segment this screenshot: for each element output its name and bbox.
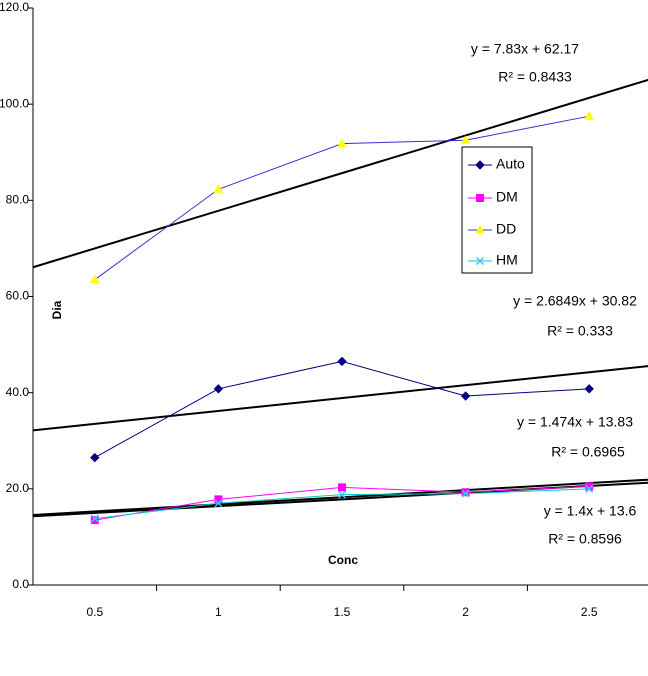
y-tick-label: 120.0 — [0, 0, 29, 14]
trend-r2: R² = 0.8596 — [548, 531, 622, 547]
legend-entry: DM — [468, 189, 518, 205]
x-tick-label: 1.5 — [334, 605, 351, 619]
marker — [475, 160, 485, 170]
y-tick-label: 60.0 — [6, 289, 30, 303]
marker — [461, 489, 470, 498]
marker — [90, 452, 100, 463]
legend-label: DD — [496, 221, 516, 237]
marker — [337, 490, 347, 499]
legend-entry: DD — [468, 221, 516, 237]
trendline — [32, 478, 648, 516]
y-tick-label: 40.0 — [6, 385, 30, 399]
x-axis-label: Conc — [328, 553, 358, 567]
legend-entry: HM — [468, 252, 518, 268]
x-tick-label: 2 — [462, 605, 469, 619]
legend-label: DM — [496, 189, 518, 205]
y-tick-label: 20.0 — [6, 481, 30, 495]
marker — [460, 135, 471, 144]
trend-equation: y = 1.4x + 13.6 — [544, 503, 637, 519]
marker — [213, 184, 224, 193]
marker — [584, 384, 594, 394]
x-tick-label: 1 — [215, 605, 222, 619]
trend-equation: y = 2.6849x + 30.82 — [513, 293, 637, 309]
series-line — [94, 488, 590, 520]
marker — [213, 384, 224, 394]
marker — [89, 274, 100, 284]
marker — [337, 138, 347, 148]
legend-label: HM — [496, 252, 518, 268]
marker — [475, 224, 485, 234]
trend-r2: R² = 0.333 — [547, 323, 613, 339]
marker — [585, 482, 594, 491]
trend-equation: y = 7.83x + 62.17 — [471, 41, 579, 57]
trend-equation: y = 1.474x + 13.83 — [517, 414, 633, 430]
trendline — [32, 78, 648, 269]
y-axis-label: Dia — [50, 300, 64, 319]
x-tick-label: 2.5 — [581, 605, 598, 619]
marker — [337, 356, 347, 367]
marker — [338, 483, 346, 492]
marker — [214, 499, 223, 508]
x-tick-label: 0.5 — [86, 605, 103, 619]
trend-r2: R² = 0.8433 — [498, 69, 572, 85]
marker — [460, 391, 471, 401]
marker — [90, 514, 99, 523]
trendline — [32, 365, 648, 432]
y-tick-label: 100.0 — [0, 96, 29, 110]
series-line — [94, 360, 590, 459]
y-tick-label: 0.0 — [12, 577, 29, 591]
legend-label: Auto — [496, 156, 525, 172]
marker — [476, 194, 484, 202]
y-tick-label: 80.0 — [6, 193, 30, 207]
legend-box — [461, 146, 533, 274]
trend-r2: R² = 0.6965 — [551, 444, 625, 460]
marker — [585, 484, 594, 493]
marker — [584, 111, 595, 120]
legend-entry: Auto — [468, 156, 525, 172]
marker — [475, 256, 485, 266]
